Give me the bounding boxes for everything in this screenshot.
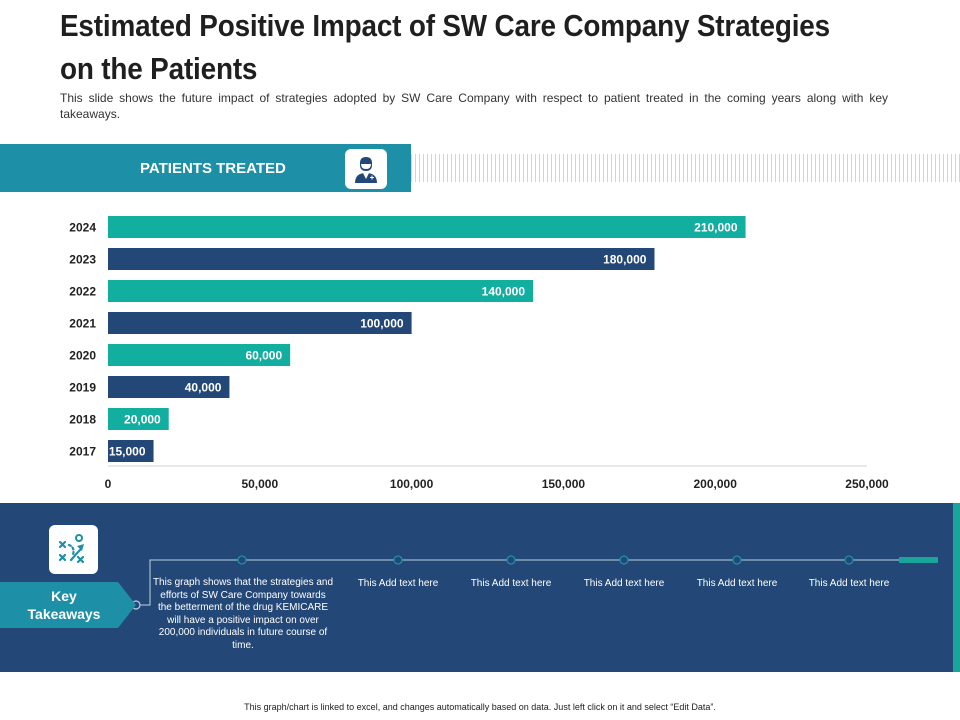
data-label-2022: 140,000	[482, 285, 526, 299]
y-tick-label-2022: 2022	[69, 285, 96, 299]
takeaway-text-4: This Add text here	[583, 578, 665, 589]
data-label-2019: 40,000	[185, 381, 222, 395]
timeline-node-3	[506, 555, 516, 565]
key-takeaways-label: Key Takeaways	[0, 587, 136, 623]
key-label-line-1: Key	[51, 588, 77, 604]
x-tick-label-3: 150,000	[542, 477, 586, 491]
timeline-node-1	[237, 555, 247, 565]
timeline-node-5	[732, 555, 742, 565]
data-label-2017: 15,000	[109, 445, 146, 459]
timeline-line	[136, 559, 900, 606]
timeline-end-bar	[899, 557, 938, 563]
data-label-2021: 100,000	[360, 317, 404, 331]
bar-2019	[108, 376, 230, 398]
bar-2017	[108, 440, 154, 462]
key-label-line-2: Takeaways	[27, 606, 101, 622]
chart-header-label: PATIENTS TREATED	[140, 160, 286, 177]
doctor-icon	[345, 149, 387, 189]
data-label-2023: 180,000	[603, 253, 647, 267]
key-takeaways-tag: Key Takeaways	[0, 582, 136, 628]
y-tick-label-2017: 2017	[69, 445, 96, 459]
y-tick-label-2018: 2018	[69, 413, 96, 427]
page-title: Estimated Positive Impact of SW Care Com…	[60, 8, 830, 86]
takeaway-text-5: This Add text here	[696, 578, 778, 589]
takeaway-text-6: This Add text here	[808, 578, 890, 589]
x-tick-label-5: 250,000	[845, 477, 889, 491]
bar-2024	[108, 216, 746, 238]
takeaway-timeline	[131, 555, 938, 610]
bar-2018	[108, 408, 169, 430]
data-label-2018: 20,000	[124, 413, 161, 427]
bar-2023	[108, 248, 655, 270]
takeaway-text-1: This graph shows that the strategies and…	[152, 577, 334, 651]
decorative-stripes	[411, 154, 960, 182]
data-label-2024: 210,000	[694, 221, 738, 235]
key-takeaways-panel: Key Takeaways This graph shows that the …	[0, 503, 953, 672]
timeline-node-2	[393, 555, 403, 565]
chart-header-band: PATIENTS TREATED	[0, 144, 411, 192]
y-tick-label-2019: 2019	[69, 381, 96, 395]
takeaway-text-2: This Add text here	[357, 578, 439, 589]
y-tick-label-2023: 2023	[69, 253, 96, 267]
x-tick-label-1: 50,000	[241, 477, 278, 491]
takeaway-text-3: This Add text here	[470, 578, 552, 589]
y-tick-label-2024: 2024	[69, 221, 96, 235]
page-subtitle: This slide shows the future impact of st…	[60, 91, 888, 121]
timeline-node-4	[619, 555, 629, 565]
x-tick-label-4: 200,000	[694, 477, 738, 491]
y-tick-label-2021: 2021	[69, 317, 96, 331]
panel-accent-edge	[953, 503, 960, 672]
footnote: This graph/chart is linked to excel, and…	[244, 702, 716, 712]
bar-chart: 2024 210,000 2023 180,000 2022 140,000 2021 100…	[69, 216, 889, 491]
data-label-2020: 60,000	[245, 349, 282, 363]
timeline-node-6	[844, 555, 854, 565]
x-tick-label-0: 0	[105, 477, 112, 491]
bar-2020	[108, 344, 291, 366]
strategy-icon	[49, 525, 98, 574]
bar-2022	[108, 280, 534, 302]
bar-2021	[108, 312, 412, 334]
y-tick-label-2020: 2020	[69, 349, 96, 363]
x-tick-label-2: 100,000	[390, 477, 434, 491]
